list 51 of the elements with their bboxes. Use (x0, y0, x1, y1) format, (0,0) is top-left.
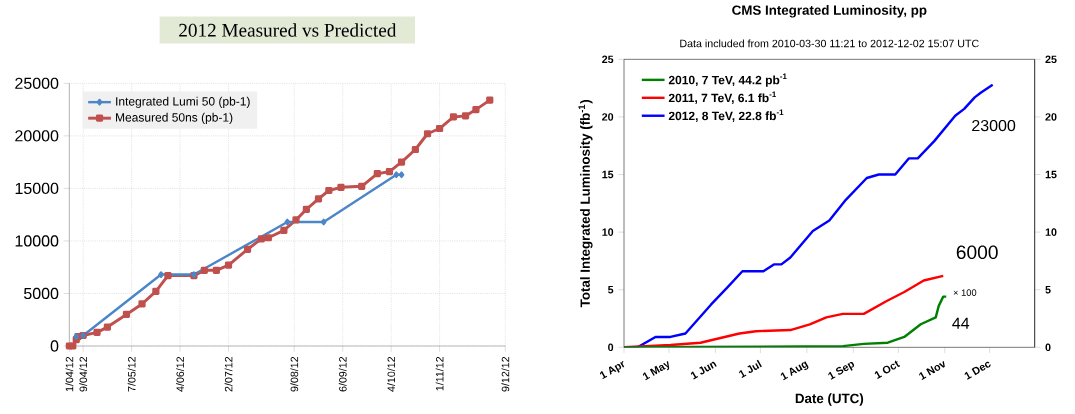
y-tick-label: 5 (608, 286, 614, 294)
x-axis-title: Date (UTC) (795, 393, 864, 406)
y2-tick-label: 25 (1045, 55, 1057, 64)
x-tick-label: 1 Apr (599, 360, 625, 380)
y-tick-label: 5000 (24, 287, 59, 300)
y-tick-label: 20000 (15, 130, 59, 142)
x-tick-label: 2/07/12 (224, 356, 233, 392)
x-tick-label: 4/06/12 (176, 356, 184, 392)
annotation: 44 (952, 317, 970, 329)
x-tick-label: 4/10/12 (387, 356, 396, 392)
x-tick-label: 9/12/12 (501, 356, 510, 392)
chart-title: 2012 Measured vs Predicted (179, 23, 397, 37)
y2-tick-label: 20 (1045, 113, 1057, 121)
x-tick-label: 9/04/12 (79, 356, 88, 392)
legend-label: 2011, 7 TeV, 6.1 fb$^{-1}$ (668, 91, 777, 104)
x-tick-label: 7/05/12 (127, 356, 136, 392)
x-tick-label: 1 Jul (739, 359, 762, 378)
y2-tick-label: 10 (1045, 228, 1057, 236)
x-tick-label: 1 Sep (828, 361, 855, 380)
y-tick-label: 10 (602, 228, 614, 236)
chart-title: CMS Integrated Luminosity, pp (732, 5, 927, 18)
x-tick-label: 1 Dec (964, 361, 991, 380)
y-tick-label: 25 (602, 55, 614, 64)
legend-label: 2010, 7 TeV, 44.2 pb$^{-1}$ (668, 73, 787, 87)
y-axis-title: Total Integrated Luminosity (fb$^{-1}$) (578, 100, 593, 308)
y-tick-label: 20 (602, 113, 614, 121)
y-tick-label: 15000 (15, 182, 59, 195)
legend-label: 2012, 8 TeV, 22.8 fb$^{-1}$ (668, 109, 784, 122)
x-tick-label: 9/08/12 (290, 356, 299, 392)
x-tick-label: 1 Aug (780, 361, 809, 381)
annotation: 23000 (972, 119, 1016, 132)
y-tick-label: 15 (602, 170, 614, 179)
x-tick-label: 1 Nov (919, 360, 945, 380)
x-tick-label: 1 Jun (690, 361, 717, 380)
annotation: × 100 (953, 289, 977, 296)
x-tick-label: 1/11/12 (435, 356, 444, 391)
x-tick-label: 1 May (642, 360, 670, 381)
y2-tick-label: 15 (1045, 170, 1057, 179)
y2-tick-label: 0 (1045, 343, 1051, 352)
annotation: 6000 (956, 245, 998, 260)
y-tick-label: 0 (50, 340, 59, 352)
legend-label: Integrated Lumi 50 (pb-1) (116, 96, 250, 108)
y-tick-label: 0 (608, 343, 614, 352)
chart-subtitle: Data included from 2010-03-30 11:21 to 2012-12-02 15:07 UTC (680, 39, 979, 48)
legend-label: Measured 50ns (pb-1) (116, 112, 233, 125)
y-tick-label: 10000 (15, 235, 59, 247)
y-tick-label: 25000 (15, 77, 59, 89)
x-tick-label: 1 Oct (874, 360, 901, 379)
x-tick-label: 6/09/12 (338, 356, 347, 392)
x-tick-label: 1/04/12 (65, 356, 74, 392)
y2-tick-label: 5 (1045, 286, 1051, 294)
